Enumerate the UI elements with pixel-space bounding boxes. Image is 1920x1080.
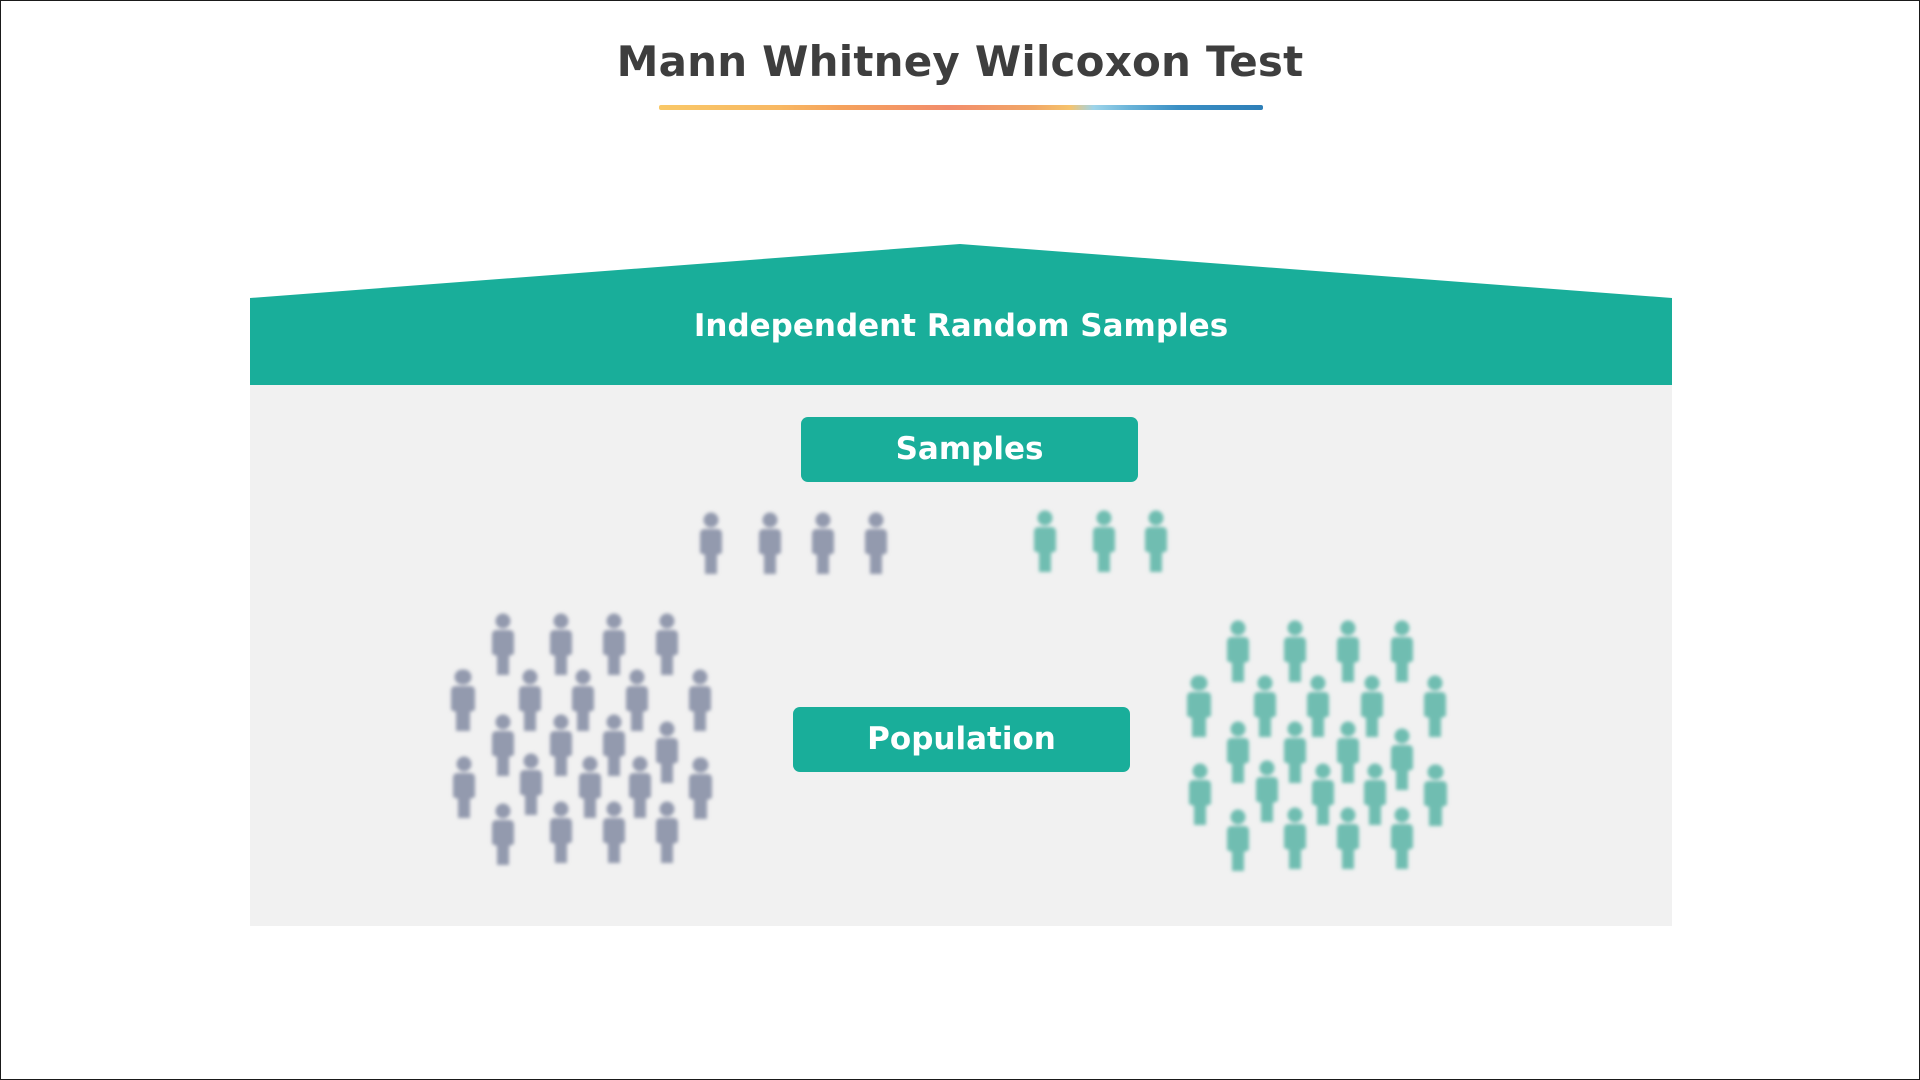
samples-label: Samples (801, 417, 1138, 482)
header-roof (250, 244, 1672, 386)
title-underline (659, 105, 1263, 110)
page-title: Mann Whitney Wilcoxon Test (616, 37, 1304, 86)
header-band-label: Independent Random Samples (693, 308, 1229, 344)
population-label: Population (793, 707, 1130, 772)
